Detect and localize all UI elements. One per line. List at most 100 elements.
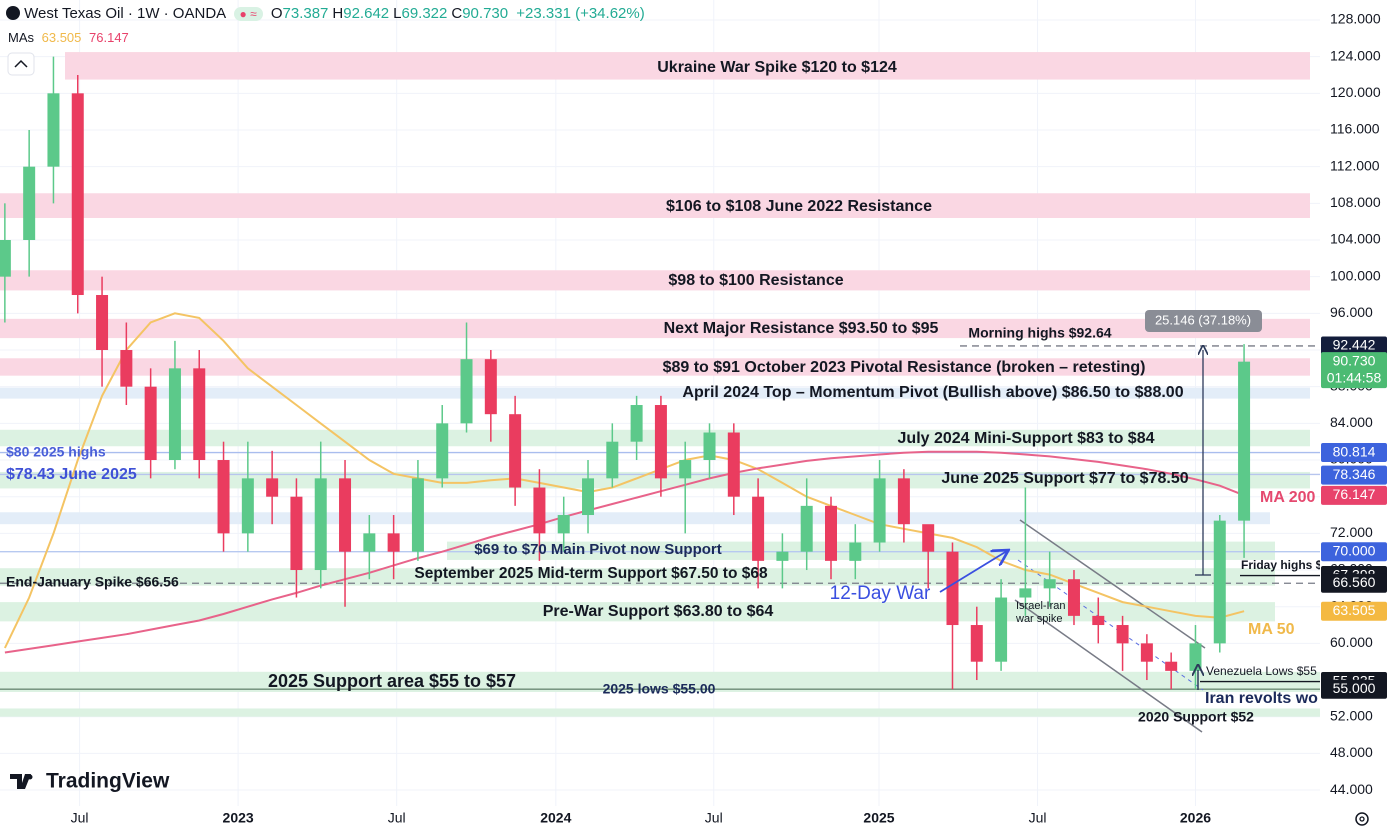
price-tag-label: 70.000 [1333,542,1376,558]
candle-body [970,625,983,662]
candle-body [1019,588,1032,598]
annotation: Iran revolts wo [1205,690,1318,707]
price-tag [1321,465,1387,485]
candle-body [752,496,765,561]
candle-body [193,368,206,461]
annotation: Friday highs $ [1241,558,1323,572]
annotation: September 2025 Mid-term Support $67.50 t… [414,565,768,582]
candle-body [630,405,643,442]
x-tick-label: Jul [71,810,89,826]
y-tick-label: 100.000 [1330,267,1381,283]
candle-body [1067,579,1080,616]
candle-body [533,487,546,534]
candle-body [1189,643,1202,671]
annotation: war spike [1015,613,1062,625]
candle-body [120,350,133,387]
price-tag-label: 76.147 [1333,486,1376,502]
candle-body [557,515,570,534]
y-tick-label: 124.000 [1330,47,1381,63]
logo-icon [10,774,31,789]
price-tag-label: 92.442 [1333,337,1376,353]
channel-mid [1017,559,1204,691]
y-tick-label: 116.000 [1330,121,1380,137]
annotation: $106 to $108 June 2022 Resistance [666,198,932,215]
gear[interactable] [1355,812,1369,826]
status-badge: ● ≈ [233,7,263,21]
y-tick-label: 72.000 [1330,524,1373,540]
zone [0,708,1320,717]
candle-body [509,414,522,488]
channel-line [1019,519,1206,649]
moving-average [3,312,1245,649]
annotation: 2020 Support $52 [1138,709,1254,725]
candle-body [800,505,813,552]
candle-body [1092,615,1105,626]
y-tick-label: 44.000 [1330,781,1373,797]
y-tick-label: 128.000 [1330,11,1381,27]
y-tick-label: 60.000 [1330,634,1373,650]
price-tag-label: 90.730 [1333,352,1376,368]
annotation: $89 to $91 October 2023 Pivotal Resistan… [663,359,1146,376]
annotation: MA 50 [1248,621,1295,638]
annotation: End-January Spike $66.56 [6,574,179,590]
price-tag [1321,542,1387,562]
candle-body [946,551,959,626]
annotation: Ukraine War Spike $120 to $124 [657,59,897,76]
candle-body [897,478,910,525]
collapse-icon [14,59,28,68]
price-tag [1321,352,1387,389]
gear-hub [1359,816,1365,822]
price-tag [1321,336,1387,356]
candle-body [290,496,303,571]
annotation: Morning highs $92.64 [968,325,1111,341]
candle-body [363,533,376,552]
annotation: 2025 lows $55.00 [603,681,716,697]
price-tag-label: 55.000 [1333,680,1376,696]
candle-body [96,295,109,351]
annotation: April 2024 Top – Momentum Pivot (Bullish… [682,384,1183,401]
candle-body [776,551,789,561]
y-tick-label: 84.000 [1330,414,1373,430]
x-tick-label: 2024 [540,810,571,826]
candle-body [1213,520,1226,644]
annotation: June 2025 Support $77 to $78.50 [941,470,1188,487]
candle-body [241,478,254,534]
price-tag-label: 78.346 [1333,466,1376,482]
change: +23.331 (+34.62%) [516,5,645,22]
collapse-button[interactable] [7,52,35,76]
price-tag-label: 66.560 [1333,574,1376,590]
symbol-icon [6,6,20,20]
candle-body [1165,661,1178,671]
annotation: Pre-War Support $63.80 to $64 [543,603,774,620]
x-tick-label: 2023 [223,810,254,826]
candle-body [266,478,279,497]
zone [0,387,1310,399]
candle-body [460,359,473,424]
zone [0,358,1310,376]
annotation: July 2024 Mini-Support $83 to $84 [898,430,1155,447]
zone [0,193,1310,219]
candle-body [1043,579,1056,589]
candle-body [1140,643,1153,662]
annotation: 25.146 (37.18%) [1155,312,1251,327]
annotation: Next Major Resistance $93.50 to $95 [664,320,939,337]
measure-box [1145,310,1262,332]
symbol-legend: West Texas Oil · 1W · OANDA ● ≈ O73.387 H… [6,5,649,22]
y-tick-label: 52.000 [1330,707,1373,723]
brand: TradingView [46,770,170,793]
price-tag-countdown: 01:44:58 [1327,369,1382,385]
annotation: Venezuela Lows $55 [1206,664,1317,678]
moving-average [4,450,1245,654]
event-arrow [939,551,1007,593]
settings-icon[interactable] [1355,812,1369,826]
ohlc-value: 69.322 [401,5,448,22]
price-tag-label: 80.814 [1333,443,1376,459]
zone [65,52,1310,80]
candle-body [824,505,837,561]
y-tick-label: 112.000 [1330,157,1380,173]
price-tag [1321,679,1387,699]
candle-body [71,93,84,296]
annotation: $78.43 June 2025 [6,466,137,483]
